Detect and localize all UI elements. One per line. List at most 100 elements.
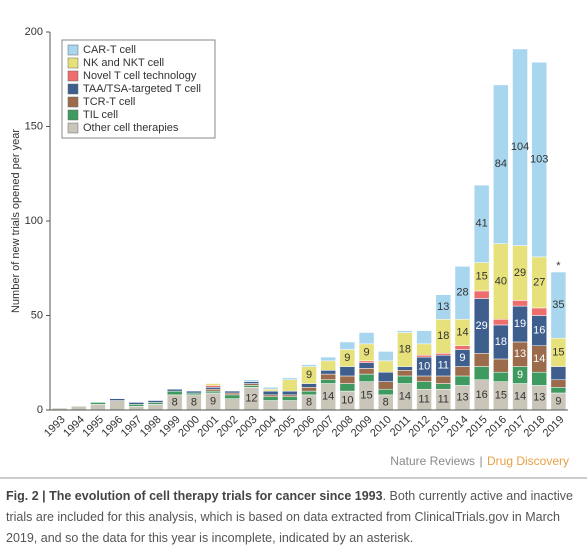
data-label: 11 (438, 394, 449, 406)
legend-label: TIL cell (83, 109, 118, 121)
legend-label: NK and NKT cell (83, 57, 164, 69)
data-label: 9 (344, 352, 350, 364)
bar-segment (550, 271, 567, 339)
bar-segment (262, 400, 279, 411)
data-label: 35 (552, 299, 564, 311)
bar-segment (358, 373, 375, 382)
data-label: 10 (341, 394, 353, 406)
bar-segment (377, 388, 394, 396)
bar-segment (262, 396, 279, 401)
data-label: 9 (363, 346, 369, 358)
bar-segment (454, 375, 471, 386)
data-label: 29 (476, 320, 488, 332)
bar-segment (454, 366, 471, 377)
data-label: 14 (533, 353, 545, 365)
bar-segment (416, 330, 432, 345)
bar-segment (224, 390, 241, 394)
bar-segment (531, 61, 547, 258)
data-label: 15 (360, 390, 372, 402)
bar-segment (397, 366, 413, 371)
caption-label: Fig. 2 | (6, 489, 46, 503)
bar-segment (377, 381, 394, 390)
bar-segment (243, 379, 260, 382)
bar-segment (301, 364, 317, 367)
bar-segment (262, 387, 279, 390)
legend-swatch (67, 109, 79, 121)
data-label: 8 (306, 396, 312, 408)
bar-segment (205, 383, 221, 386)
bar-segment (147, 404, 164, 411)
legend-label: CAR-T cell (83, 44, 136, 56)
bar-segment (358, 360, 375, 363)
bar-segment (550, 379, 567, 388)
legend-label: Novel T cell technology (83, 70, 197, 82)
bar-segment (224, 398, 241, 411)
bar-segment (320, 379, 336, 384)
data-label: 8 (383, 396, 389, 408)
bar-segment (205, 387, 221, 390)
bar-segment (186, 392, 202, 396)
annotation: * (556, 260, 561, 272)
data-label: 11 (438, 359, 449, 371)
bar-segment (531, 307, 547, 316)
caption-title: The evolution of cell therapy trials for… (49, 489, 383, 503)
data-label: 8 (191, 396, 197, 408)
bar-segment (205, 385, 221, 388)
bar-segment (224, 394, 241, 399)
y-tick-label: 100 (25, 215, 43, 227)
bar-segment (320, 373, 336, 381)
bar-segment (243, 383, 260, 386)
bar-segment (416, 343, 432, 356)
caption-text: . Both currently active and inactive tri… (6, 489, 573, 545)
bar-segment (109, 398, 125, 401)
bar-segment (90, 404, 106, 411)
bar-segment (282, 379, 298, 392)
bar-segment (473, 366, 490, 381)
bar-segment (531, 371, 547, 386)
bar-segment (205, 390, 221, 394)
data-label: 11 (418, 394, 429, 406)
bar-segment (377, 360, 394, 373)
data-label: 14 (322, 391, 334, 403)
data-label: 27 (533, 276, 545, 288)
y-tick-label: 150 (25, 120, 43, 132)
data-label: 13 (456, 392, 468, 404)
bar-segment (243, 385, 260, 388)
bar-segment (282, 377, 298, 381)
data-label: 9 (517, 369, 523, 381)
data-label: 15 (495, 390, 507, 402)
bar-segment (493, 358, 509, 373)
data-label: 40 (495, 275, 507, 287)
bar-segment (435, 353, 452, 356)
bar-segment (320, 356, 336, 362)
data-label: 13 (533, 392, 545, 404)
legend-swatch (67, 44, 79, 56)
source-sep: | (479, 454, 482, 468)
bar-segment (493, 371, 509, 382)
data-label: 9 (459, 352, 465, 364)
bar-segment (493, 84, 509, 244)
bar-segment (224, 392, 241, 396)
bar-segment (128, 405, 145, 411)
data-label: 13 (514, 348, 526, 360)
y-tick-label: 0 (37, 404, 43, 416)
bar-segment (147, 402, 164, 405)
bar-segment (358, 362, 375, 369)
y-tick-label: 200 (25, 26, 43, 38)
legend-box (61, 39, 216, 139)
source-left: Nature Reviews (390, 454, 475, 468)
bar-segment (301, 390, 317, 396)
bar-segment (454, 345, 471, 350)
bar-segment (512, 300, 528, 307)
bar-segment (128, 402, 145, 405)
bar-segment (147, 400, 164, 403)
data-label: 16 (533, 325, 545, 337)
bar-segment (377, 371, 394, 382)
data-label: 29 (514, 267, 526, 279)
bar-segment (339, 383, 356, 392)
legend-label: TAA/TSA-targeted T cell (83, 83, 201, 95)
data-label: 14 (456, 326, 468, 338)
bar-segment (493, 319, 509, 326)
legend-swatch (67, 96, 79, 108)
bar-segment (186, 390, 202, 394)
